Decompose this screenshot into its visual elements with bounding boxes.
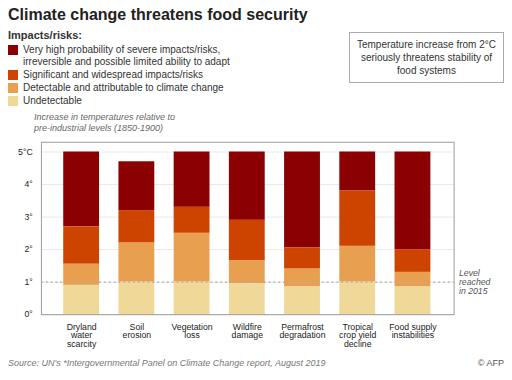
html-text:© AFP: © AFP [477,357,504,368]
svg-text:0°: 0° [24,309,32,319]
html-text:Source: UN's *Intergovernmenta: Source: UN's *Intergovernmental Panel on… [8,357,326,368]
html-text:Detectable and attributable to: Detectable and attributable to climate c… [23,82,224,93]
html-text:Temperature increase from 2°C: Temperature increase from 2°C seriously … [356,39,496,76]
html-text:Climate change threatens food: Climate change threatens food security [8,6,308,23]
svg-text:Levelreachedin 2015: Levelreachedin 2015 [459,268,492,295]
svg-text:Vegetationloss: Vegetationloss [171,322,212,341]
html-text:Increase in temperatures relat: Increase in temperatures relative to pre… [34,112,176,133]
svg-text:Wildfiredamage: Wildfiredamage [232,322,264,341]
svg-text:Permafrostdegradation: Permafrostdegradation [280,322,326,341]
html-text:Very high probability of sever: Very high probability of severe impacts/… [23,44,230,67]
svg-text:1°: 1° [24,277,32,287]
svg-text:Drylandwaterscarcity: Drylandwaterscarcity [67,322,97,349]
svg-text:3°: 3° [24,212,32,222]
html-text:Undetectable: Undetectable [23,95,82,106]
svg-text:Food supplyinstabilities: Food supplyinstabilities [389,322,437,341]
svg-text:Soilerosion: Soilerosion [123,322,152,341]
svg-text:Tropicalcrop yielddecline: Tropicalcrop yielddecline [339,322,376,349]
html-text:Significant and widespread imp: Significant and widespread impacts/risks [23,69,204,80]
svg-text:5°C: 5°C [18,147,33,157]
svg-text:2°: 2° [24,244,32,254]
svg-text:4°: 4° [24,179,32,189]
html-text:Impacts/risks:: Impacts/risks: [8,29,82,41]
